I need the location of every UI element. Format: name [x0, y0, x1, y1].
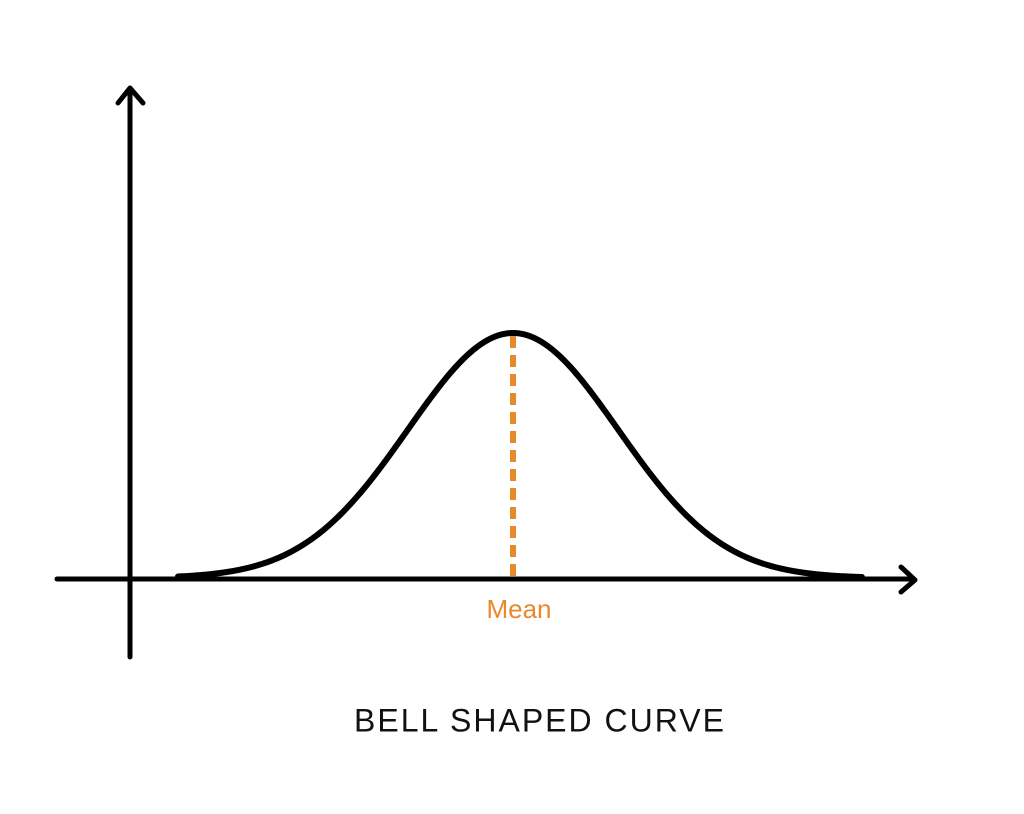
- y-axis-arrow: [115, 85, 146, 106]
- x-axis-arrow: [898, 564, 918, 595]
- diagram-title: BELL SHAPED CURVE: [354, 702, 726, 738]
- mean-label: Mean: [486, 594, 551, 624]
- bell-curve: [175, 330, 865, 581]
